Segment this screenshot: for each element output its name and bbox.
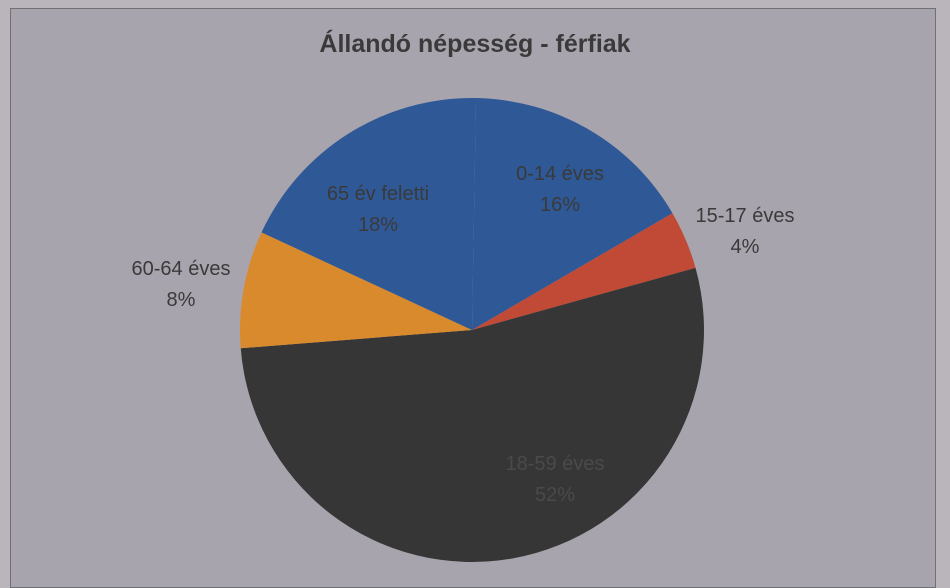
pie-slice-60-64-éves <box>240 232 472 349</box>
pie-slice-0-14-éves <box>472 98 673 330</box>
data-label: 18-59 éves 52% <box>506 453 605 506</box>
data-label: 0-14 éves 16% <box>516 163 604 216</box>
data-label: 60-64 éves 8% <box>132 258 231 311</box>
pie-slice-15-17-éves <box>472 213 696 330</box>
data-label: 65 év feletti 18% <box>327 183 429 236</box>
data-label: 15-17 éves 4% <box>696 205 795 258</box>
pie-slice-65-év-feletti <box>261 98 477 331</box>
pie-slice-18-59-éves <box>240 267 705 563</box>
chart-title: Állandó népesség - férfiak <box>319 30 631 58</box>
